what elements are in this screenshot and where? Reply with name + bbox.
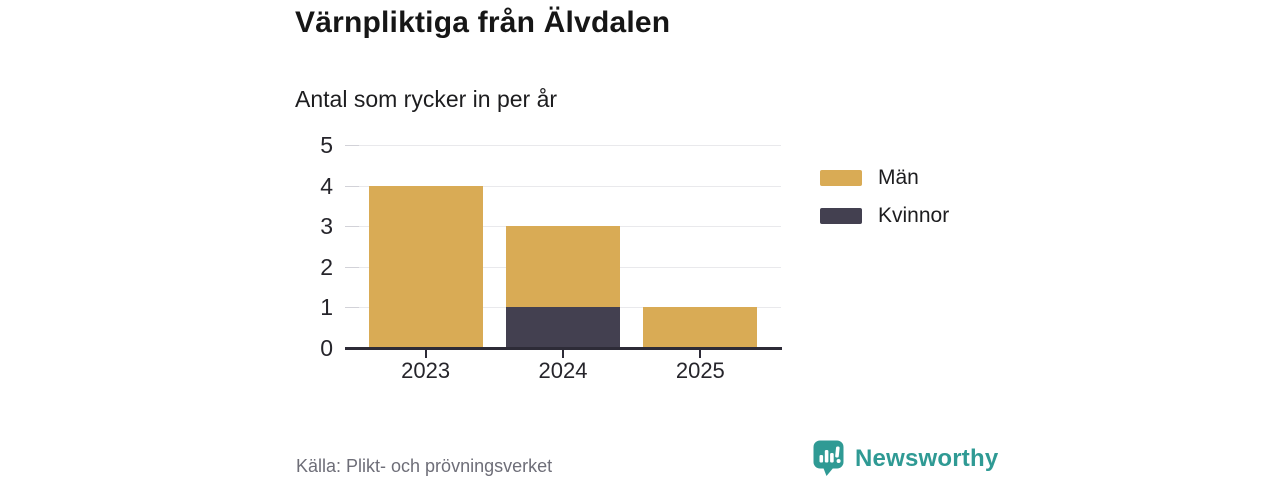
bar-segment-män-2025 [643, 307, 758, 348]
y-axis-label-2: 2 [320, 253, 333, 280]
gridline-4 [345, 185, 781, 187]
x-axis-label-2023: 2023 [401, 358, 451, 383]
y-tick-2 [345, 266, 359, 268]
brand-footer: Newsworthy [813, 440, 998, 477]
legend-item-kvinnor: Kvinnor [820, 204, 949, 228]
x-tick-2023 [424, 350, 427, 358]
y-axis-label-1: 1 [320, 294, 333, 321]
y-axis-label-4: 4 [320, 172, 333, 199]
bar-segment-kvinnor-2024 [506, 307, 620, 348]
x-tick-2024 [562, 350, 564, 358]
source-note: Källa: Plikt- och prövningsverket [296, 456, 553, 476]
y-tick-4 [345, 185, 359, 187]
x-axis-label-2024: 2024 [538, 358, 588, 383]
bar-segment-män-2023 [368, 185, 483, 348]
x-axis-label-2025: 2025 [675, 358, 725, 383]
legend-label-män: Män [878, 166, 919, 189]
legend-label-kvinnor: Kvinnor [878, 204, 950, 227]
y-tick-5 [345, 145, 359, 146]
chart-subtitle: Antal som rycker in per år [295, 86, 558, 112]
x-tick-2025 [699, 350, 702, 358]
y-axis-label-5: 5 [320, 132, 333, 158]
newsworthy-logo-icon [813, 440, 844, 476]
legend: Män Kvinnor [820, 166, 949, 228]
bar-segment-män-2024 [506, 226, 620, 308]
y-tick-3 [345, 226, 359, 228]
y-tick-1 [345, 307, 359, 309]
legend-item-män: Män [820, 166, 949, 190]
brand-name: Newsworthy [855, 444, 999, 472]
y-axis-label-3: 3 [320, 213, 333, 240]
legend-swatch-kvinnor [820, 208, 862, 224]
y-axis-label-0: 0 [320, 335, 333, 361]
gridline-5 [345, 145, 781, 146]
chart-title: Värnpliktiga från Älvdalen [295, 6, 671, 39]
legend-swatch-män [820, 170, 862, 186]
x-axis-line [345, 347, 782, 350]
